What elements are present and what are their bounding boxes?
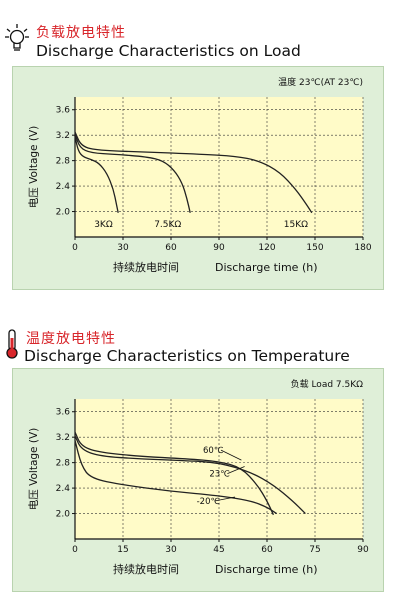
x-tick-label: 75 bbox=[309, 545, 320, 555]
y-tick-label: 2.4 bbox=[56, 182, 71, 192]
x-tick-label: 120 bbox=[258, 243, 275, 253]
x-tick-label: 45 bbox=[213, 545, 224, 555]
series-label: 60℃ bbox=[203, 446, 224, 456]
x-tick-label: 0 bbox=[72, 545, 78, 555]
chart1-panel: 温度 23℃(AT 23℃) 0 30 60 90 120 150 180 2.0 2.4 2.8 3… bbox=[12, 66, 384, 290]
series-line-2 bbox=[74, 440, 277, 515]
y-axis-label: 电压 Voltage (V) bbox=[27, 126, 40, 208]
y-tick-label: 2.0 bbox=[56, 510, 71, 520]
y-tick-label: 2.8 bbox=[56, 157, 71, 167]
y-axis-label: 电压 Voltage (V) bbox=[27, 428, 40, 510]
chart2-panel: 负载 Load 7.5KΩ 0 15 30 45 60 75 90 2.0 2.4 2.8 3.2 3.… bbox=[12, 368, 384, 592]
series-label: -20℃ bbox=[197, 497, 221, 507]
x-tick-label: 30 bbox=[165, 545, 177, 555]
y-tick-label: 3.6 bbox=[56, 408, 71, 418]
chart2-title-cn: 温度放电特性 bbox=[26, 331, 116, 347]
chart1-title-en: Discharge Characteristics on Load bbox=[36, 42, 301, 60]
series-line-2 bbox=[74, 131, 313, 214]
thermometer-icon bbox=[4, 328, 20, 364]
x-tick-label: 180 bbox=[354, 243, 371, 253]
y-tick-label: 2.0 bbox=[56, 208, 71, 218]
chart2-svg: 负载 Load 7.5KΩ 0 15 30 45 60 75 90 2.0 2.4 2.8 3.2 3.… bbox=[27, 378, 369, 576]
series-label-arrow bbox=[214, 496, 236, 502]
x-tick-label: 90 bbox=[213, 243, 225, 253]
condition-label: 负载 Load 7.5KΩ bbox=[291, 378, 364, 390]
chart1-svg: 温度 23℃(AT 23℃) 0 30 60 90 120 150 180 2.0 2.4 2.8 3… bbox=[27, 76, 372, 274]
x-axis-label-cn: 持续放电时间 bbox=[113, 562, 179, 576]
x-axis-label-cn: 持续放电时间 bbox=[113, 260, 179, 274]
y-tick-label: 2.8 bbox=[56, 459, 71, 469]
y-tick-label: 3.6 bbox=[56, 106, 71, 116]
y-tick-label: 3.2 bbox=[56, 131, 70, 141]
y-tick-label: 3.2 bbox=[56, 433, 70, 443]
series-label: 3KΩ bbox=[94, 220, 113, 230]
condition-label: 温度 23℃(AT 23℃) bbox=[278, 76, 363, 88]
series-label-arrow bbox=[227, 466, 245, 475]
series-label: 15KΩ bbox=[284, 220, 308, 230]
series-line-0 bbox=[74, 431, 274, 516]
series-line-1 bbox=[74, 435, 306, 515]
x-tick-label: 60 bbox=[165, 243, 177, 253]
x-tick-label: 0 bbox=[72, 243, 78, 253]
series-label: 23℃ bbox=[209, 470, 230, 480]
series-line-1 bbox=[74, 133, 191, 213]
x-tick-label: 90 bbox=[357, 545, 369, 555]
y-tick-label: 2.4 bbox=[56, 484, 71, 494]
series-label: 7.5KΩ bbox=[154, 220, 181, 230]
x-axis-label-en: Discharge time (h) bbox=[215, 261, 318, 274]
series-label-arrow bbox=[220, 449, 242, 461]
series-line-0 bbox=[74, 136, 119, 213]
lightbulb-icon bbox=[4, 22, 30, 60]
chart1-title-cn: 负载放电特性 bbox=[36, 25, 126, 41]
x-tick-label: 30 bbox=[117, 243, 129, 253]
x-tick-label: 60 bbox=[261, 545, 273, 555]
x-axis-label-en: Discharge time (h) bbox=[215, 563, 318, 576]
chart2-title-en: Discharge Characteristics on Temperature bbox=[24, 347, 350, 365]
temperature-discharge-section: 温度放电特性 Discharge Characteristics on Temp… bbox=[0, 322, 400, 600]
load-discharge-section: 负载放电特性 Discharge Characteristics on Load… bbox=[4, 22, 384, 290]
x-tick-label: 150 bbox=[306, 243, 323, 253]
x-tick-label: 15 bbox=[117, 545, 128, 555]
